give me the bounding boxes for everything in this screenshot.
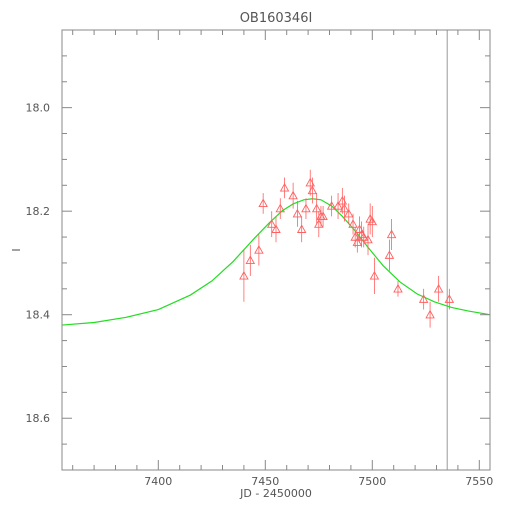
x-axis-label: JD - 2450000 (239, 487, 312, 500)
data-point (275, 203, 286, 213)
y-axis-label: I (10, 248, 23, 251)
data-point (418, 294, 429, 303)
data-point (425, 309, 435, 319)
plot-area (61, 30, 491, 470)
plot-frame (61, 29, 491, 471)
x-tick-label: 7400 (144, 475, 172, 488)
data-point (326, 201, 337, 210)
chart-title: OB160346I (240, 11, 313, 26)
data-point (333, 201, 343, 210)
data-point (279, 182, 290, 192)
data-point (386, 229, 397, 239)
data-point (363, 234, 373, 244)
y-tick-label: 18.0 (26, 102, 51, 115)
x-tick-label: 7450 (251, 475, 279, 488)
data-point (339, 203, 350, 213)
data-point (271, 224, 281, 233)
data-point (343, 208, 354, 218)
y-tick-label: 18.4 (26, 309, 51, 322)
data-point (348, 219, 358, 228)
y-tick-label: 18.2 (26, 205, 51, 218)
data-point (301, 203, 311, 213)
data-point (384, 250, 395, 259)
x-tick-label: 7550 (465, 475, 493, 488)
data-point (266, 219, 277, 228)
data-point (358, 232, 369, 241)
data-point (296, 224, 307, 233)
data-point (292, 208, 303, 218)
data-point (393, 283, 403, 293)
y-tick-label: 18.6 (26, 412, 51, 425)
data-point (288, 190, 298, 200)
data-point (307, 185, 318, 195)
axis-ticks: 7400 7450 7500 7550 18.0 18.2 18.4 18.6 (26, 29, 493, 488)
data-point (367, 216, 378, 226)
data-point (254, 245, 264, 254)
data-point (433, 283, 444, 293)
data-point (318, 211, 328, 221)
data-point (258, 198, 268, 208)
x-tick-label: 7500 (358, 475, 386, 488)
data-point (239, 270, 249, 280)
data-point (245, 255, 256, 265)
data-point (311, 203, 322, 213)
data-point (369, 270, 380, 280)
data-point (444, 294, 455, 303)
